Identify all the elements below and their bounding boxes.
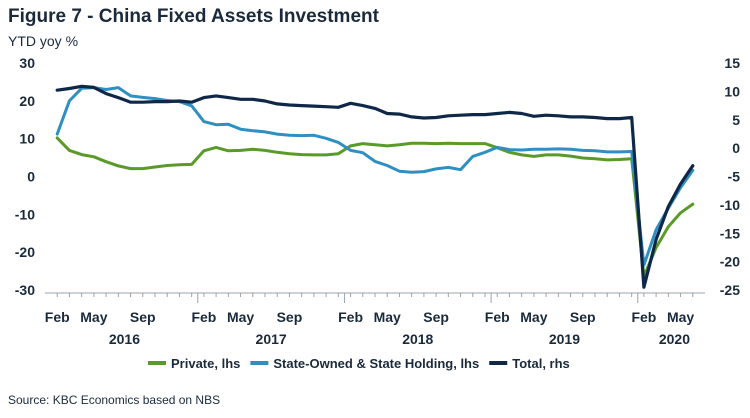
x-tick-label: May [520, 309, 547, 325]
y-left-tick-label: 0 [27, 169, 35, 185]
y-right-tick-label: -20 [720, 254, 740, 270]
legend-label-total: Total, rhs [512, 356, 570, 371]
y-right-tick-label: 10 [724, 83, 740, 99]
x-year-label: 2017 [256, 331, 287, 347]
source-note: Source: KBC Economics based on NBS [8, 393, 221, 407]
series-layer [55, 84, 695, 289]
x-tick-label: Feb [45, 309, 70, 325]
x-tick-label: May [667, 309, 694, 325]
y-left-tick-label: -20 [15, 244, 35, 260]
x-tick-label: Feb [191, 309, 216, 325]
y-left-tick-label: -10 [15, 206, 35, 222]
x-tick-label: Feb [631, 309, 656, 325]
legend-label-private: Private, lhs [171, 356, 240, 371]
x-tick-label: May [80, 309, 107, 325]
x-tick-label: Sep [277, 309, 303, 325]
axes-layer: -30 -20 -10 0 10 20 30 -25 -20 -15 -10 -5 0 5 10 15 Feb M… [15, 55, 740, 347]
x-year-label: 2019 [549, 331, 580, 347]
x-tick-label: Sep [570, 309, 596, 325]
x-tick-label: Feb [485, 309, 510, 325]
y-left-tick-label: 20 [19, 93, 35, 109]
legend-label-state: State-Owned & State Holding, lhs [273, 356, 479, 371]
y-left-tick-label: 10 [19, 131, 35, 147]
y-left-tick-label: 30 [19, 55, 35, 71]
x-year-label: 2016 [109, 331, 140, 347]
y-right-tick-label: -15 [720, 225, 740, 241]
legend: Private, lhs State-Owned & State Holding,… [148, 356, 570, 371]
y-right-tick-label: -10 [720, 197, 740, 213]
series-line-state [55, 86, 695, 267]
x-tick-label: Sep [130, 309, 156, 325]
chart-subtitle: YTD yoy % [8, 33, 79, 49]
chart-title: Figure 7 - China Fixed Assets Investment [8, 6, 379, 27]
y-right-tick-label: 5 [732, 112, 740, 128]
x-tick-label: May [374, 309, 401, 325]
y-right-tick-label: 15 [724, 55, 740, 71]
series-line-total [55, 84, 695, 289]
y-right-tick-label: 0 [732, 140, 740, 156]
x-year-label: 2018 [402, 331, 433, 347]
x-year-label: 2020 [659, 331, 690, 347]
x-tick-label: May [227, 309, 254, 325]
y-right-tick-label: -25 [720, 282, 740, 298]
series-line-private [55, 136, 695, 278]
y-right-tick-label: -5 [728, 169, 741, 185]
x-tick-label: Sep [423, 309, 449, 325]
y-left-tick-label: -30 [15, 282, 35, 298]
x-tick-label: Feb [338, 309, 363, 325]
